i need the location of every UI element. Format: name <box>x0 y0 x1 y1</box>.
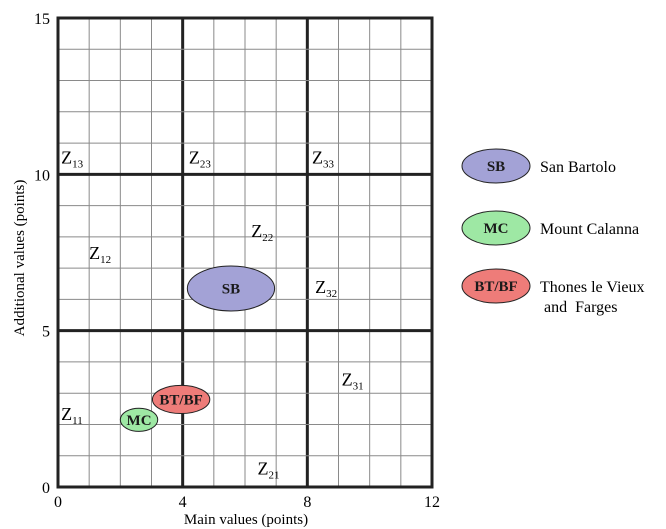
site-ellipse <box>151 384 211 415</box>
plot-frame <box>56 16 434 489</box>
y-tick-label: 5 <box>42 324 50 341</box>
zone-label: Z13 <box>61 147 84 170</box>
zone-label-main: Z <box>89 243 100 263</box>
site-ellipses: SB BT/BF MC <box>119 265 276 432</box>
zone-label: Z22 <box>251 221 273 244</box>
zone-label-subscript: 13 <box>72 158 84 170</box>
zone-label-subscript: 32 <box>326 288 337 300</box>
y-tick-label: 15 <box>34 11 50 28</box>
y-axis-title: Additional values (points) <box>12 180 28 337</box>
zone-label-main: Z <box>61 147 72 167</box>
site-ellipse-label: MC <box>127 413 152 429</box>
x-tick-label: 8 <box>303 494 311 511</box>
y-tick-label: 10 <box>34 167 50 184</box>
x-axis-title: Main values (points) <box>184 512 308 528</box>
site-ellipse-label: SB <box>222 281 240 297</box>
zone-label-main: Z <box>312 147 323 167</box>
axis-ticks: 0 4 8 12 0 5 10 15 <box>34 11 440 511</box>
zone-label-subscript: 21 <box>268 469 279 481</box>
zone-label-subscript: 12 <box>100 254 111 266</box>
legend-code: MC <box>484 221 509 237</box>
legend-swatch <box>461 268 531 304</box>
zone-label: Z33 <box>312 147 335 170</box>
legend: SB San Bartolo MC Mount Calanna BT/BF Thones … <box>461 148 645 316</box>
zone-label-subscript: 23 <box>200 158 212 170</box>
zone-label: Z21 <box>257 458 279 481</box>
x-tick-label: 12 <box>424 494 440 511</box>
zone-label-main: Z <box>189 147 200 167</box>
chart-grid <box>56 16 434 489</box>
legend-label: San Bartolo <box>540 159 616 176</box>
zone-label-subscript: 11 <box>72 415 83 427</box>
legend-swatch <box>461 148 531 184</box>
legend-code: SB <box>487 159 505 175</box>
legend-swatch <box>461 210 531 246</box>
legend-label: and Farges <box>540 299 617 316</box>
x-tick-label: 4 <box>179 494 187 511</box>
zone-label: Z32 <box>315 277 337 300</box>
zone-label-main: Z <box>342 369 353 389</box>
zone-label-main: Z <box>251 221 262 241</box>
legend-label: Thones le Vieux <box>540 279 645 296</box>
zone-label: Z12 <box>89 243 111 266</box>
legend-label: Mount Calanna <box>540 221 639 238</box>
zone-label-subscript: 33 <box>323 158 335 170</box>
site-ellipse <box>186 265 276 312</box>
zone-label: Z31 <box>342 369 364 392</box>
zone-label: Z23 <box>189 147 212 170</box>
y-tick-label: 0 <box>42 480 50 497</box>
zone-label-main: Z <box>315 277 326 297</box>
legend-code: BT/BF <box>474 279 517 295</box>
site-ellipse <box>119 407 159 432</box>
zone-label-main: Z <box>257 458 268 478</box>
zone-label: Z11 <box>61 404 83 427</box>
site-ellipse-label: BT/BF <box>159 392 202 408</box>
zone-label-subscript: 22 <box>262 232 273 244</box>
zone-label-main: Z <box>61 404 72 424</box>
x-tick-label: 0 <box>54 494 62 511</box>
zone-label-subscript: 31 <box>353 380 364 392</box>
